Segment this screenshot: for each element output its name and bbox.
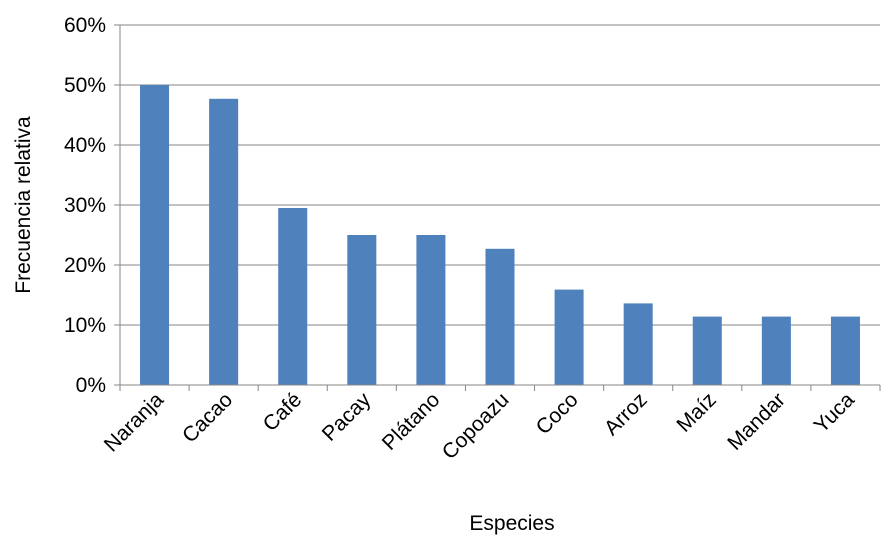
x-tick-label: Coco — [532, 388, 583, 439]
bar — [830, 316, 860, 385]
y-tick-label: 10% — [64, 314, 106, 337]
y-tick-labels: 0% 10% 20% 30% 40% 50% 60% — [64, 14, 106, 397]
x-tick-label: Copoazu — [438, 388, 514, 464]
x-axis-title: Especies — [469, 512, 554, 535]
y-axis-title: Frecuencia relativa — [12, 116, 35, 294]
x-tick-label: Cacao — [178, 388, 237, 447]
bars — [140, 85, 860, 386]
y-tick-label: 20% — [64, 254, 106, 277]
y-tick-label: 50% — [64, 74, 106, 97]
bar — [554, 289, 584, 385]
x-tick-label: Yuca — [810, 388, 860, 438]
bar — [485, 248, 515, 385]
bar — [347, 235, 377, 385]
x-tick-label: Maíz — [672, 388, 720, 436]
bar — [416, 235, 446, 385]
bar — [209, 98, 239, 386]
axes — [114, 24, 881, 391]
gridlines — [120, 24, 880, 326]
y-tick-label: 60% — [64, 14, 106, 37]
x-tick-label: Mandar — [723, 388, 790, 455]
x-tick-label: Café — [259, 388, 307, 436]
bar — [692, 316, 722, 385]
x-tick-label: Pacay — [318, 388, 376, 446]
bar — [623, 303, 653, 385]
x-tick-label: Naranja — [100, 388, 168, 456]
y-tick-label: 0% — [76, 374, 106, 397]
bar — [278, 208, 308, 385]
y-tick-label: 40% — [64, 134, 106, 157]
bar — [761, 316, 791, 385]
y-tick-label: 30% — [64, 194, 106, 217]
bar — [140, 85, 170, 385]
x-tick-label: Plátano — [378, 388, 445, 455]
x-tick-label: Arroz — [600, 388, 652, 440]
